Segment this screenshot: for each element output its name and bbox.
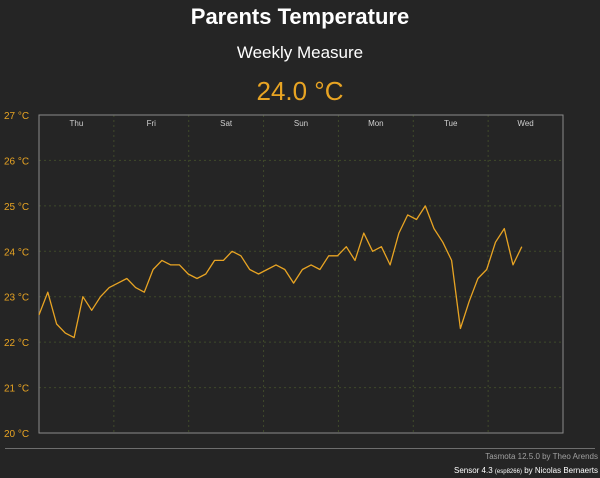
y-tick-label: 21 °C: [4, 384, 29, 395]
firmware-credit: Tasmota 12.5.0 by Theo Arends: [485, 452, 598, 461]
y-tick-label: 26 °C: [4, 156, 29, 167]
current-temperature: 24.0 °C: [256, 76, 344, 106]
footer-separator: [5, 448, 595, 449]
x-tick-label: Tue: [444, 119, 458, 128]
x-tick-label: Sun: [294, 119, 308, 128]
plot-frame: [38, 114, 564, 434]
page-subtitle: Weekly Measure: [236, 43, 364, 62]
x-tick-label: Fri: [147, 119, 157, 128]
x-tick-label: Wed: [517, 119, 533, 128]
x-tick-label: Thu: [70, 119, 84, 128]
y-tick-label: 27 °C: [4, 111, 29, 122]
y-tick-label: 25 °C: [4, 202, 29, 213]
y-tick-label: 23 °C: [4, 293, 29, 304]
page-title: Parents Temperature: [190, 4, 410, 29]
sensor-chip: (esp8266): [494, 469, 522, 475]
sensor-version: Sensor 4.3: [453, 466, 493, 475]
x-tick-label: Sat: [220, 119, 233, 128]
sensor-credit: Sensor 4.3 (esp8266) by Nicolas Bernaert…: [454, 466, 598, 475]
y-tick-label: 22 °C: [4, 338, 29, 349]
temperature-chart: 20 °C 21 °C 22 °C 23 °C 24 °C 25 °C 26 °C 27 °C…: [4, 111, 564, 440]
temperature-line: [38, 205, 523, 339]
x-tick-label: Mon: [368, 119, 384, 128]
y-tick-label: 24 °C: [4, 247, 29, 258]
sensor-author: by Nicolas Bernaerts: [524, 466, 598, 475]
y-tick-label: 20 °C: [4, 429, 29, 440]
